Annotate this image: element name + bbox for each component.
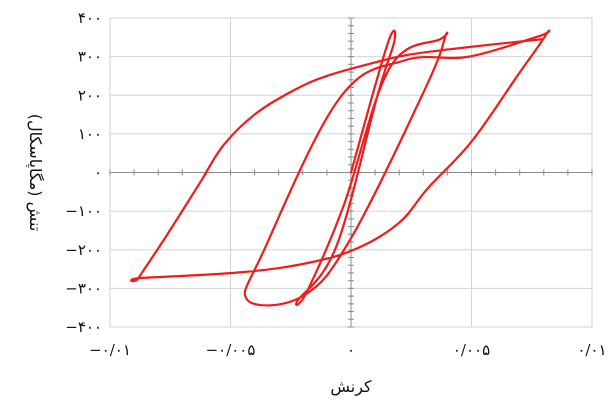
y-tick-label: −۳۰۰ <box>65 279 102 297</box>
y-tick-label: −۲۰۰ <box>65 241 102 259</box>
hysteresis-curve <box>130 29 551 307</box>
y-tick-label: ۰ <box>94 164 102 182</box>
y-axis-title: تنش (مگاپاسکال) <box>25 114 45 232</box>
x-tick-label: ۰/۰۱ <box>577 341 606 359</box>
x-tick-label: ۰/۰۰۵ <box>453 341 490 359</box>
y-tick-label: −۱۰۰ <box>65 202 102 220</box>
y-tick-labels: ۴۰۰ ۳۰۰ ۲۰۰ ۱۰۰ ۰ −۱۰۰ −۲۰۰ −۳۰۰ −۴۰۰ <box>65 9 102 336</box>
y-tick-label: ۲۰۰ <box>78 86 102 104</box>
y-tick-label: −۴۰۰ <box>65 318 102 336</box>
x-tick-labels: −۰/۰۱ −۰/۰۰۵ ۰ ۰/۰۰۵ ۰/۰۱ <box>89 341 607 359</box>
x-tick-label: −۰/۰۱ <box>89 341 131 359</box>
y-tick-label: ۳۰۰ <box>78 48 102 66</box>
x-axis-title: کرنش <box>330 377 372 397</box>
y-tick-label: ۴۰۰ <box>78 9 102 27</box>
y-tick-label: ۱۰۰ <box>78 125 102 143</box>
series-layer <box>130 29 551 307</box>
x-tick-label: −۰/۰۰۵ <box>206 341 256 359</box>
x-tick-label: ۰ <box>347 341 355 359</box>
